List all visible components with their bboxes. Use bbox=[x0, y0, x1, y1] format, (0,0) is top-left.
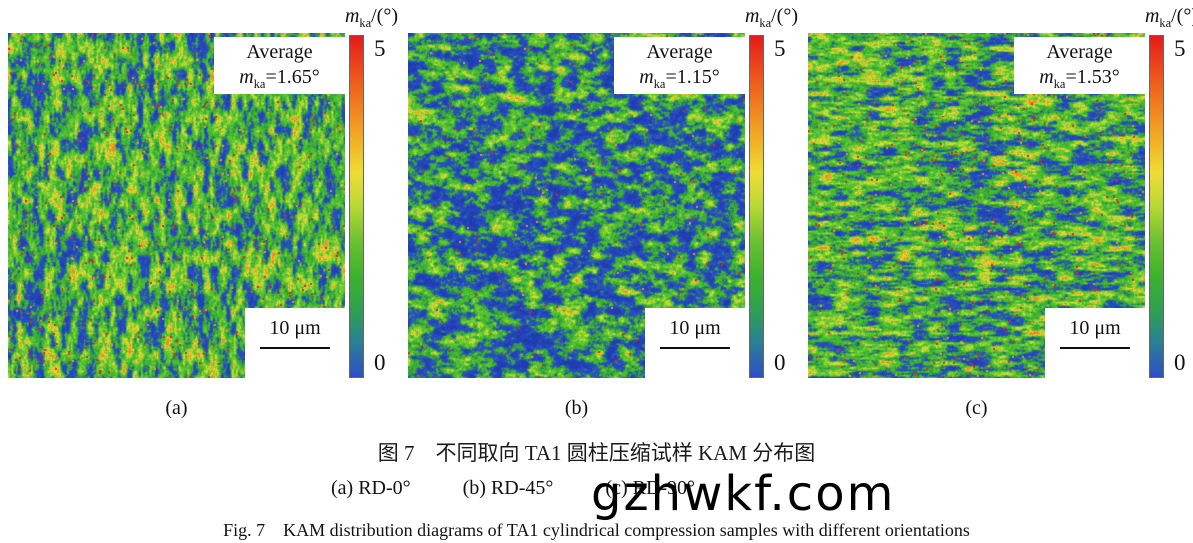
scale-bar-line bbox=[660, 347, 730, 349]
colorbar-unit: /(°) bbox=[371, 5, 398, 27]
colorbar-min-label: 0 bbox=[774, 350, 786, 375]
colorbar-unit: /(°) bbox=[1171, 5, 1193, 27]
panel-label-a: (a) bbox=[165, 397, 188, 419]
mka-subscript: ka bbox=[653, 77, 666, 91]
average-label: Average bbox=[646, 41, 713, 63]
average-number: =1.65° bbox=[265, 66, 320, 88]
mka-symbol: m bbox=[1144, 5, 1160, 27]
average-label: Average bbox=[1046, 41, 1113, 63]
average-number: =1.53° bbox=[1065, 66, 1120, 88]
scale-bar-line bbox=[1060, 347, 1130, 349]
mka-symbol: m bbox=[639, 66, 654, 88]
mka-subscript: ka bbox=[759, 16, 772, 30]
colorbar-title: mka/(°) bbox=[1145, 5, 1193, 31]
scale-bar-a: 10 μm bbox=[245, 308, 345, 378]
scale-bar-line bbox=[260, 347, 330, 349]
scale-bar-label: 10 μm bbox=[269, 317, 321, 339]
colorbar-title: mka/(°) bbox=[345, 5, 398, 31]
panel-group-c: mka/(°) Average mka=1.53° 10 μm 5 0 (c) bbox=[808, 5, 1193, 430]
scale-bar-label: 10 μm bbox=[669, 317, 721, 339]
caption-subfigures: (a) RD-0° (b) RD-45° (c) RD-90° bbox=[331, 477, 695, 500]
panel-label-b: (b) bbox=[564, 397, 589, 419]
subcaption-b: (b) RD-45° bbox=[462, 477, 554, 499]
colorbar-max-label: 5 bbox=[774, 36, 786, 61]
mka-subscript: ka bbox=[1053, 77, 1066, 91]
panel-group-a: mka/(°) Average mka=1.65° 10 μm 5 0 (a) bbox=[8, 5, 400, 430]
scale-bar-c: 10 μm bbox=[1045, 308, 1145, 378]
colorbar-min-label: 0 bbox=[1174, 350, 1186, 375]
average-number: =1.15° bbox=[665, 66, 720, 88]
colorbar-max-label: 5 bbox=[1174, 36, 1186, 61]
average-label: Average bbox=[246, 41, 313, 63]
caption-chinese: 图 7 不同取向 TA1 圆柱压缩试样 KAM 分布图 bbox=[377, 441, 816, 465]
subcaption-a: (a) RD-0° bbox=[331, 477, 411, 499]
average-value: mka=1.53° bbox=[1014, 65, 1145, 97]
panel-group-b: mka/(°) Average mka=1.15° 10 μm 5 0 (b) bbox=[408, 5, 800, 430]
average-box-c: Average mka=1.53° bbox=[1014, 37, 1145, 94]
average-box-b: Average mka=1.15° bbox=[614, 37, 745, 94]
colorbar-b bbox=[749, 35, 764, 378]
panel-label-c: (c) bbox=[965, 397, 988, 419]
colorbar-unit: /(°) bbox=[771, 5, 798, 27]
colorbar-c bbox=[1149, 35, 1164, 378]
scale-bar-b: 10 μm bbox=[645, 308, 745, 378]
average-value: mka=1.15° bbox=[614, 65, 745, 97]
colorbar-max-label: 5 bbox=[374, 36, 386, 61]
mka-subscript: ka bbox=[359, 16, 372, 30]
mka-symbol: m bbox=[744, 5, 760, 27]
watermark-text: gzhwkf.com bbox=[591, 466, 896, 522]
mka-symbol: m bbox=[1039, 66, 1054, 88]
average-box-a: Average mka=1.65° bbox=[214, 37, 345, 94]
subcaption-c: (c) RD-90° bbox=[605, 477, 696, 499]
colorbar-title: mka/(°) bbox=[745, 5, 798, 31]
average-value: mka=1.65° bbox=[214, 65, 345, 97]
scale-bar-label: 10 μm bbox=[1069, 317, 1121, 339]
mka-symbol: m bbox=[239, 66, 254, 88]
colorbar-a bbox=[349, 35, 364, 378]
mka-subscript: ka bbox=[1159, 16, 1172, 30]
caption-english: Fig. 7 KAM distribution diagrams of TA1 … bbox=[223, 520, 970, 540]
colorbar-min-label: 0 bbox=[374, 350, 386, 375]
mka-subscript: ka bbox=[253, 77, 266, 91]
mka-symbol: m bbox=[344, 5, 360, 27]
